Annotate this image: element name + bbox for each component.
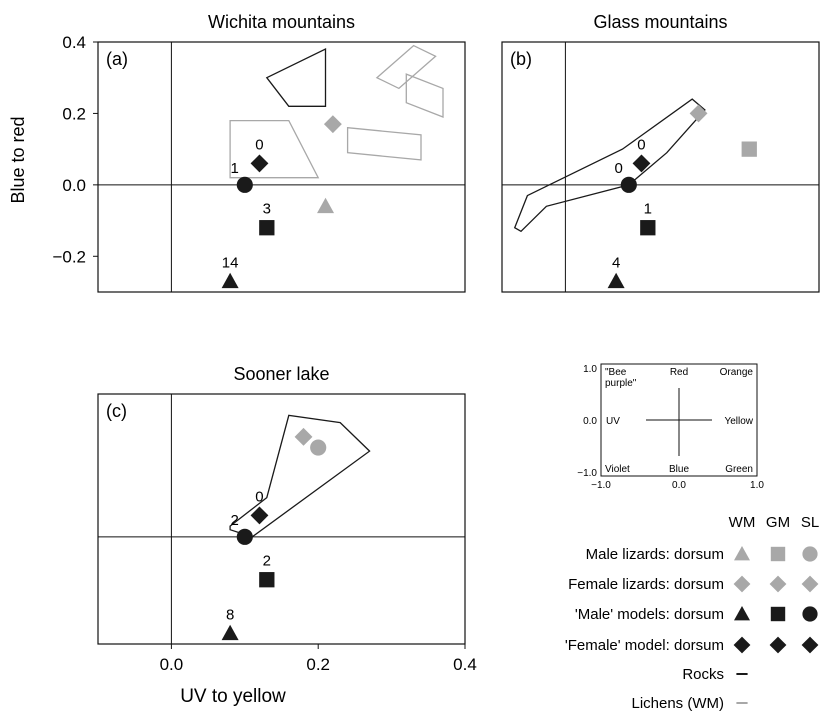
legend-column-header: WM [729, 514, 756, 531]
key-label-violet: Violet [605, 464, 630, 475]
legend-diamond-symbol [801, 575, 819, 593]
y-tick-label: 0.0 [62, 176, 86, 195]
legend-row-label: Female lizards: dorsum [568, 576, 724, 593]
y-axis-label: Blue to red [8, 116, 28, 203]
key-x-tick: 0.0 [672, 480, 686, 491]
lizard-diamond-point [689, 104, 708, 123]
panel-label: (c) [106, 401, 127, 421]
panel-label: (b) [510, 49, 532, 69]
sample-count-label: 0 [637, 136, 645, 153]
legend-row-label: 'Male' models: dorsum [575, 606, 724, 623]
legend-circle-symbol [802, 546, 818, 562]
model-square-point [259, 220, 275, 236]
rocks-outline [265, 48, 327, 107]
legend-square-symbol [770, 546, 786, 562]
lichen-outline [405, 73, 444, 118]
model-triangle-point [607, 272, 625, 289]
lichen-outline [346, 126, 422, 161]
legend-row-label: Lichens (WM) [631, 695, 724, 712]
legend-diamond-symbol [769, 575, 787, 593]
key-x-tick: 1.0 [750, 480, 764, 491]
legend-diamond-symbol [801, 636, 819, 654]
key-label-orange: Orange [720, 367, 754, 378]
x-tick-label: 0.4 [453, 655, 477, 674]
legend-diamond-symbol [733, 575, 751, 593]
key-label-green: Green [725, 464, 753, 475]
model-diamond-point [250, 154, 269, 173]
lizard-square-point [741, 141, 757, 157]
key-label-uv: UV [606, 416, 620, 427]
sample-count-label: 1 [644, 201, 652, 218]
sample-count-label: 14 [222, 254, 239, 271]
model-diamond-point [250, 506, 269, 525]
panel-frame [501, 41, 820, 293]
key-y-tick: −1.0 [577, 468, 597, 479]
model-circle-point [620, 176, 637, 193]
panel-title: Glass mountains [593, 12, 727, 32]
key-y-tick: 0.0 [583, 416, 597, 427]
key-y-tick: 1.0 [583, 364, 597, 375]
color-space-key: 1.0 0.0 −1.0 −1.0 0.0 1.0 "Bee purple" R… [577, 363, 764, 491]
legend-row-label: Rocks [682, 666, 724, 683]
sample-count-label: 0 [255, 136, 263, 153]
y-tick-label: −0.2 [52, 247, 86, 266]
y-tick-label: 0.2 [62, 104, 86, 123]
legend-circle-symbol [802, 606, 818, 622]
legend-diamond-symbol [733, 636, 751, 654]
panel-sooner-lake: Sooner lake (c) 0.0 0.2 0.4 0 8 2 2 [97, 364, 477, 674]
model-square-point [640, 220, 656, 236]
sample-count-label: 0 [255, 488, 263, 505]
key-label-blue: Blue [669, 464, 689, 475]
model-triangle-point [221, 624, 239, 641]
legend-diamond-symbol [769, 636, 787, 654]
y-tick-label: 0.4 [62, 33, 86, 52]
panel-frame [97, 393, 466, 645]
panel-label: (a) [106, 49, 128, 69]
panel-title: Wichita mountains [208, 12, 355, 32]
model-circle-point [236, 528, 253, 545]
lizard-diamond-point [294, 427, 313, 446]
lizard-diamond-point [323, 115, 342, 134]
legend-square-symbol [770, 606, 786, 622]
x-tick-label: 0.0 [160, 655, 184, 674]
legend: WM GM SL Male lizards: dorsum Female lizards… [565, 514, 819, 712]
sample-count-label: 0 [614, 160, 622, 177]
rocks-outline [513, 98, 706, 233]
legend-row-label: 'Female' model: dorsum [565, 637, 724, 654]
legend-triangle-symbol [734, 546, 750, 561]
lizard-triangle-point [317, 197, 335, 214]
lichen-outline [229, 119, 320, 179]
model-diamond-point [632, 154, 651, 173]
sample-count-label: 2 [263, 553, 271, 570]
x-axis-label: UV to yellow [180, 686, 286, 707]
lizard-circle-point [310, 439, 327, 456]
key-label-bee-purple: "Bee [605, 367, 627, 378]
key-x-tick: −1.0 [591, 480, 611, 491]
key-label-bee-purple: purple" [605, 378, 637, 389]
rocks-outline [229, 414, 371, 538]
key-label-red: Red [670, 367, 688, 378]
panel-glass-mountains: Glass mountains (b) 0 4 0 1 [501, 12, 820, 293]
sample-count-label: 4 [612, 254, 620, 271]
panel-frame [97, 41, 466, 293]
sample-count-label: 2 [230, 512, 238, 529]
legend-triangle-symbol [734, 606, 750, 621]
model-circle-point [236, 176, 253, 193]
x-tick-label: 0.2 [306, 655, 330, 674]
panel-wichita-mountains: Wichita mountains (a) 0.4 0.2 0.0 −0.2 0 14 1 3 [52, 12, 466, 293]
lichen-outline [375, 44, 437, 90]
model-square-point [259, 572, 275, 588]
legend-row-label: Male lizards: dorsum [586, 546, 724, 563]
sample-count-label: 1 [230, 160, 238, 177]
sample-count-label: 8 [226, 606, 234, 623]
panel-title: Sooner lake [233, 364, 329, 384]
legend-column-header: SL [801, 514, 819, 531]
sample-count-label: 3 [263, 201, 271, 218]
model-triangle-point [221, 272, 239, 289]
legend-column-header: GM [766, 514, 790, 531]
key-label-yellow: Yellow [724, 416, 753, 427]
color-space-key-frame [600, 363, 758, 477]
